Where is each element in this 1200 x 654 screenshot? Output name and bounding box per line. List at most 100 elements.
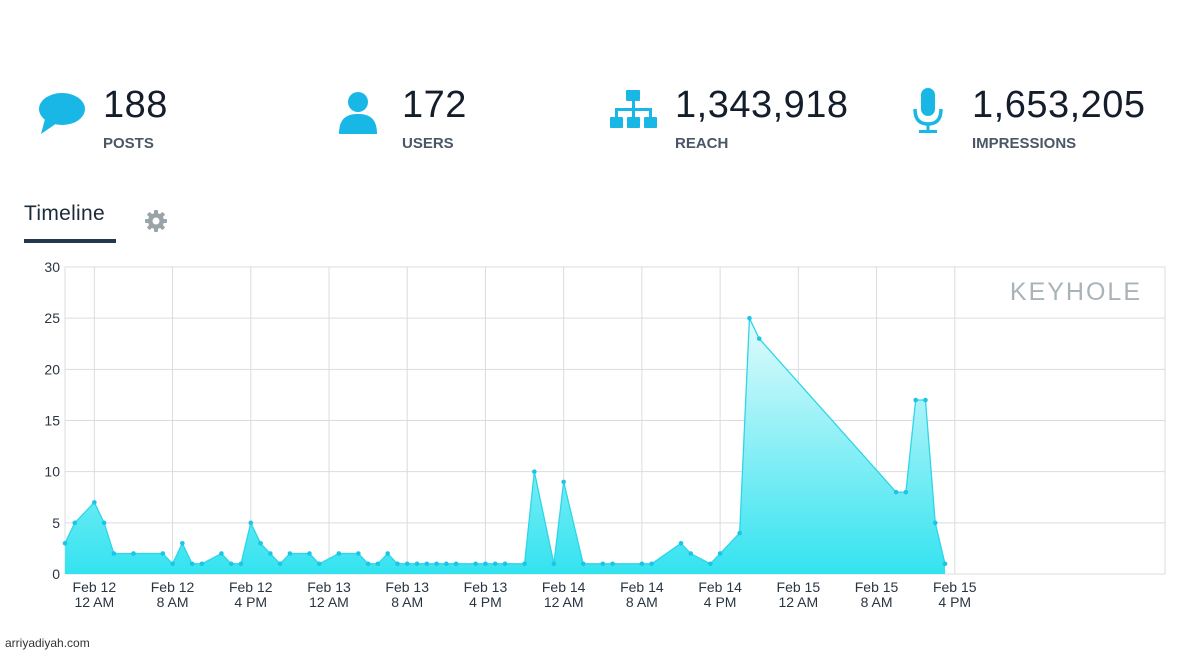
data-point [170,561,175,567]
data-point [756,336,762,341]
x-tick-label: Feb 13 [385,579,429,595]
users-value: 172 [402,84,467,126]
data-point [483,561,488,567]
x-tick-label: 4 PM [234,594,267,610]
data-point [92,500,97,505]
posts-value: 188 [103,84,168,126]
x-tick-label: Feb 15 [777,579,821,595]
data-point [903,489,909,495]
x-tick-label: 4 PM [704,594,737,610]
x-tick-label: Feb 12 [229,579,273,595]
data-point [375,561,381,567]
data-point [424,561,430,567]
data-point [600,561,606,567]
tab-bar: Timeline [24,202,224,248]
data-point [72,520,78,526]
users-label: USERS [402,135,454,152]
data-point [219,551,224,556]
x-tick-label: Feb 15 [933,579,977,595]
x-tick-label: Feb 13 [307,579,351,595]
data-point [639,561,645,567]
data-point [111,551,117,556]
microphone-icon [913,88,943,133]
data-point [228,561,234,567]
data-point [678,541,684,546]
data-point [532,469,537,474]
x-tick-label: 8 AM [861,594,893,610]
data-point [580,561,586,567]
chat-bubble-icon [39,93,85,134]
data-point [923,397,928,403]
data-point [942,561,948,567]
data-point [287,551,293,556]
site-watermark: arriyadiyah.com [5,636,90,650]
data-point [492,561,498,567]
data-point [522,561,527,567]
x-tick-label: Feb 13 [464,579,508,595]
posts-label: POSTS [103,135,154,152]
data-point [238,561,244,567]
user-icon [339,92,377,134]
data-point [404,561,410,567]
data-point [248,520,254,526]
x-tick-label: Feb 14 [698,579,742,595]
data-point [551,561,557,567]
y-tick-label: 30 [44,259,60,275]
impressions-value: 1,653,205 [972,84,1146,126]
data-point [688,551,694,556]
data-point [316,561,322,567]
y-tick-label: 5 [52,515,60,531]
reach-label: REACH [675,135,729,152]
x-tick-label: Feb 12 [73,579,117,595]
y-tick-label: 25 [44,310,60,326]
data-point [610,561,615,567]
x-tick-label: 12 AM [544,594,584,610]
x-tick-label: 8 AM [391,594,423,610]
data-point [708,561,713,567]
data-point [414,561,420,567]
data-point [717,551,723,556]
data-point [160,551,166,556]
data-point [258,541,263,546]
data-point [62,541,68,546]
data-point [199,561,205,567]
data-point [395,561,400,567]
x-tick-label: Feb 15 [855,579,899,595]
x-tick-label: 8 AM [626,594,658,610]
data-point [385,551,390,556]
data-point [180,541,185,546]
x-tick-label: Feb 14 [542,579,586,595]
y-tick-label: 15 [44,413,60,429]
series-area [65,318,945,574]
data-point [356,551,361,556]
sitemap-icon [610,90,657,128]
data-point [268,551,273,556]
data-point [277,561,283,567]
data-point [336,551,342,556]
x-tick-label: 12 AM [778,594,818,610]
tab-timeline[interactable]: Timeline [24,202,105,225]
impressions-label: IMPRESSIONS [972,135,1077,152]
y-tick-label: 10 [44,464,60,480]
data-point [365,561,371,567]
x-tick-label: 8 AM [157,594,189,610]
gear-icon[interactable] [144,209,168,233]
x-tick-label: 12 AM [309,594,349,610]
x-tick-label: 12 AM [74,594,114,610]
data-point [932,520,938,526]
y-tick-label: 0 [52,566,60,582]
x-tick-label: Feb 12 [151,579,195,595]
data-point [444,561,449,567]
data-point [649,561,654,567]
keyhole-brand: KEYHOLE [1010,278,1142,306]
data-point [101,520,107,526]
data-point [913,397,918,403]
data-point [131,551,136,556]
x-tick-label: Feb 14 [620,579,664,595]
data-point [307,551,312,556]
reach-value: 1,343,918 [675,84,849,126]
data-point [189,561,195,567]
data-point [893,489,899,495]
data-point [737,530,742,536]
